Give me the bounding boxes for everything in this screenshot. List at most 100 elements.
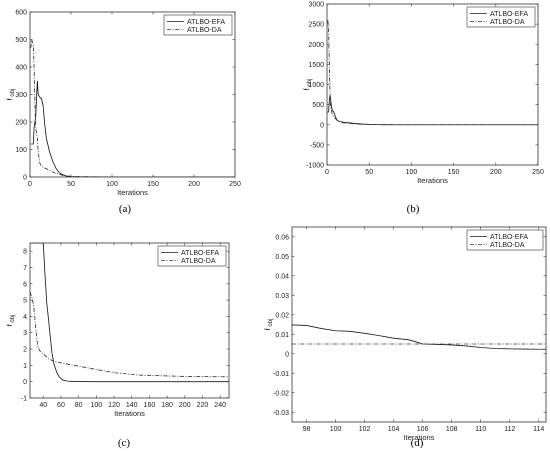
y-tick-label: 5 <box>23 298 27 305</box>
y-tick-label: 3000 <box>308 2 324 9</box>
legend-box <box>163 14 233 36</box>
x-tick-label: 220 <box>197 402 209 409</box>
y-tick-label: 1 <box>23 363 27 370</box>
x-tick-label: 240 <box>214 402 226 409</box>
y-axis-label: f obj <box>5 89 16 101</box>
y-axis-label-subscript: obj <box>10 89 16 99</box>
x-tick-label: 0 <box>325 169 329 176</box>
panel-label: (b) <box>407 203 420 215</box>
x-tick-label: 100 <box>406 169 418 176</box>
y-axis-label: f obj <box>263 319 274 331</box>
legend-box <box>466 6 536 28</box>
x-axis-label: Iterations <box>404 433 435 442</box>
y-tick-label: 400 <box>15 65 27 72</box>
x-tick-label: 0 <box>28 181 32 188</box>
y-tick-label: 0 <box>23 175 27 182</box>
chart-panel-c: 40 60 80 100 120 140 160 180 200 220 240 -1 0 1 2 3 4 5 6 7… <box>5 242 230 449</box>
x-tick-label: 100 <box>106 181 118 188</box>
x-tick-label: 150 <box>448 169 460 176</box>
plot-area <box>291 226 547 423</box>
x-tick-label: 200 <box>188 181 200 188</box>
y-tick-label: 1000 <box>308 82 324 89</box>
y-tick-label: 100 <box>15 147 27 154</box>
x-tick-label: 40 <box>39 402 47 409</box>
panel-label: (d) <box>411 437 424 449</box>
series-line-atlbo-da <box>327 20 538 126</box>
y-tick-label: -1000 <box>306 163 324 170</box>
x-tick-label: 140 <box>126 402 138 409</box>
y-tick-label: -0.03 <box>273 410 289 417</box>
legend-label: ATLBO-DA <box>187 27 222 34</box>
y-tick-label: 2500 <box>308 22 324 29</box>
x-tick-label: 108 <box>446 426 458 433</box>
y-axis-label-subscript: obj <box>10 315 16 325</box>
x-tick-label: 60 <box>57 402 65 409</box>
x-tick-label: 250 <box>229 181 241 188</box>
chart-panel-d: 98 100 102 104 106 108 110 112 114 -0.03 -0.02 -0.0… <box>263 226 547 449</box>
legend-label: ATLBO-EFA <box>490 234 528 241</box>
legend-box <box>466 229 544 251</box>
x-tick-label: 200 <box>490 169 502 176</box>
y-tick-label: 0.02 <box>275 312 289 319</box>
x-tick-label: 160 <box>144 402 156 409</box>
y-tick-label: -0.01 <box>273 371 289 378</box>
x-tick-label: 114 <box>533 426 544 433</box>
series-line-atlbo-efa <box>30 243 229 383</box>
x-tick-label: 50 <box>365 169 373 176</box>
y-tick-label: 0.01 <box>275 332 289 339</box>
x-tick-label: 150 <box>147 181 159 188</box>
x-tick-label: 200 <box>179 402 191 409</box>
y-tick-label: 0.04 <box>275 273 289 280</box>
y-tick-label: 0.05 <box>275 254 289 261</box>
x-tick-label: 104 <box>388 426 400 433</box>
y-tick-label: 0 <box>285 351 289 358</box>
y-tick-label: 4 <box>23 314 27 321</box>
x-axis-label: Iterations <box>117 188 148 197</box>
legend-label: ATLBO-DA <box>490 242 525 249</box>
x-tick-label: 106 <box>417 426 429 433</box>
y-tick-label: 500 <box>15 37 27 44</box>
y-tick-label: -0.02 <box>273 390 289 397</box>
series-line-atlbo-efa <box>292 324 546 350</box>
legend-box <box>157 245 227 267</box>
x-tick-label: 112 <box>504 426 515 433</box>
x-tick-label: 250 <box>532 169 544 176</box>
y-tick-label: 2 <box>23 347 27 354</box>
x-tick-label: 50 <box>67 181 75 188</box>
y-tick-label: 600 <box>15 10 27 17</box>
panel-label: (a) <box>119 203 132 215</box>
y-axis-label: f obj <box>5 315 16 327</box>
plot-area <box>326 3 539 166</box>
x-tick-label: 110 <box>475 426 486 433</box>
chart-panel-b: 0 50 100 150 200 250 -1000 -500 0 500 1000 1500 2000… <box>302 2 544 216</box>
y-tick-label: -500 <box>310 142 324 149</box>
x-axis-label: Iterations <box>417 176 448 185</box>
x-tick-label: 98 <box>303 426 311 433</box>
panel-label: (c) <box>118 437 131 449</box>
legend-label: ATLBO-EFA <box>187 19 225 26</box>
x-axis-label: Iterations <box>114 409 145 418</box>
y-axis-label-subscript: obj <box>307 79 313 89</box>
x-tick-label: 102 <box>359 426 371 433</box>
plot-area <box>29 11 236 178</box>
x-tick-label: 180 <box>161 402 173 409</box>
y-axis-label-subscript: obj <box>268 319 274 329</box>
x-tick-label: 120 <box>108 402 120 409</box>
y-tick-label: 6 <box>23 281 27 288</box>
y-tick-label: 0.03 <box>275 293 289 300</box>
y-tick-label: 300 <box>15 92 27 99</box>
chart-panel-a: 0 50 100 150 200 250 0 100 200 300 400 500 600 Iterat… <box>5 10 241 216</box>
x-tick-label: 100 <box>330 426 342 433</box>
y-tick-label: 200 <box>15 120 27 127</box>
legend-label: ATLBO-EFA <box>490 11 528 18</box>
y-tick-label: 8 <box>23 249 27 256</box>
y-tick-label: 0 <box>23 379 27 386</box>
y-tick-label: 2000 <box>308 42 324 49</box>
x-tick-label: 80 <box>75 402 83 409</box>
series-line-atlbo-da <box>30 291 229 378</box>
legend-label: ATLBO-DA <box>181 258 216 265</box>
y-axis-label: f obj <box>302 79 313 91</box>
y-tick-label: -1 <box>21 396 27 403</box>
legend-label: ATLBO-EFA <box>181 250 219 257</box>
